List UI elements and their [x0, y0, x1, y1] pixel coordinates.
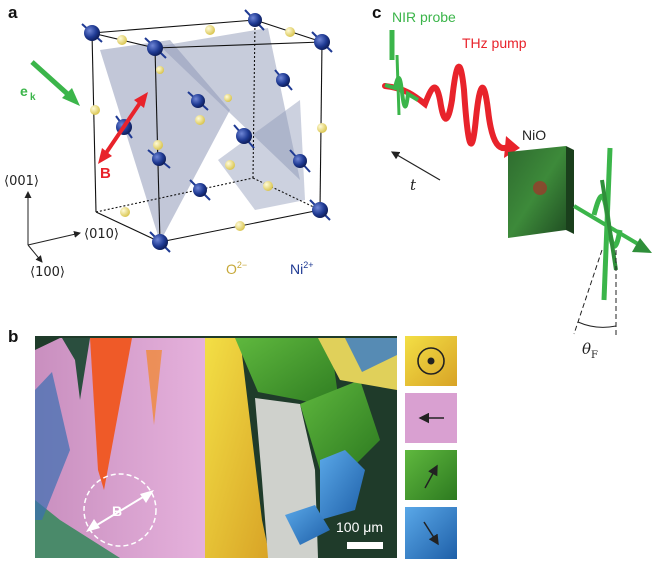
domain-dark-top [62, 338, 90, 400]
spin-plane-2 [160, 28, 300, 180]
domain-blue-1 [320, 450, 365, 520]
sample-label: NiO [522, 127, 546, 143]
panel-b-label: b [8, 327, 18, 346]
pump-label: THz pump [462, 35, 527, 51]
oxygen-label: O2− [226, 260, 247, 277]
time-label: t [410, 176, 417, 194]
crystal-axes [24, 191, 81, 263]
domain-orange-thin [146, 350, 162, 425]
ek-arrow [30, 60, 80, 106]
nir-probe-pulse [384, 30, 420, 116]
spin-plane-1 [100, 40, 230, 242]
panel-c-label: c [372, 3, 381, 22]
legend-swatch-blue [405, 507, 457, 559]
time-arrow [390, 151, 441, 181]
oxygen-atoms [90, 25, 327, 231]
thz-pump-waveform [382, 63, 513, 151]
scale-bar [347, 542, 383, 549]
legend-swatch-pink [405, 393, 457, 443]
panel-b: b B 100 μm [8, 327, 457, 559]
panel-c: c NIR probe THz pump t NiO [372, 3, 652, 361]
panel-a: a [4, 3, 333, 280]
nickel-label: Ni2+ [290, 260, 314, 277]
legend-swatch-yellow [405, 336, 457, 386]
b-label-a: B [100, 165, 111, 182]
transmitted-probe [572, 147, 652, 301]
b-arrow-head-1 [140, 490, 154, 503]
nickel-spheres [84, 13, 330, 250]
ek-label: e [20, 83, 28, 99]
scale-bar-label: 100 μm [336, 519, 383, 535]
pump-spot [533, 181, 547, 195]
domain-blue-topright [345, 338, 397, 372]
b-field-arrow [98, 92, 148, 164]
axis-001: ⟨001⟩ [4, 174, 39, 189]
faraday-line-1 [573, 249, 603, 335]
faraday-label: θF [582, 340, 598, 361]
b-field-arrow-b [91, 493, 149, 529]
domain-blue-2 [285, 505, 330, 545]
domain-teal-corner [35, 500, 120, 558]
domain-blue-left [35, 372, 70, 520]
domain-green-top [235, 338, 340, 410]
domain-green-mid [300, 380, 380, 470]
domain-pink-large [35, 338, 210, 558]
axis-100: ⟨100⟩ [30, 265, 65, 280]
dot-circle-icon [417, 347, 445, 375]
panel-a-label: a [8, 3, 18, 22]
domain-yellow [205, 338, 270, 558]
domain-orange-wedge [90, 338, 132, 490]
nio-sample-side [566, 146, 574, 234]
faraday-arc [577, 321, 617, 328]
ek-subscript: k [30, 92, 36, 103]
axis-010: ⟨010⟩ [84, 227, 119, 242]
spin-plane-3 [218, 100, 305, 210]
arrow-up-right-icon [424, 464, 438, 489]
b-arrow-head-2 [86, 519, 100, 532]
beam-spot-circle [83, 473, 157, 547]
legend-swatch-green [405, 450, 457, 500]
probe-label: NIR probe [392, 9, 456, 25]
arrow-down-right-icon [423, 521, 439, 546]
b-label-b: B [112, 503, 122, 519]
